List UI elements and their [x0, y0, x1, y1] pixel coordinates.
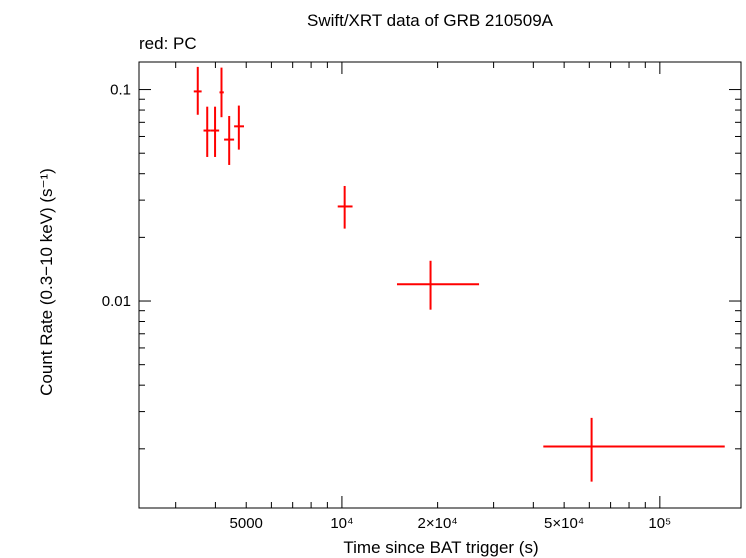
data-point — [543, 417, 725, 482]
y-tick-label: 0.1 — [110, 82, 131, 99]
data-point — [219, 67, 224, 118]
axes — [138, 61, 742, 509]
data-point — [337, 185, 353, 229]
x-axis-label: Time since BAT trigger (s) — [343, 538, 538, 557]
chart-title: Swift/XRT data of GRB 210509A — [307, 11, 554, 30]
data-point — [203, 106, 211, 157]
x-tick-label: 10⁵ — [648, 515, 671, 532]
x-tick-label: 10⁴ — [330, 515, 353, 532]
x-ticks: 5000 10⁴ 2×10⁴ 5×10⁴ 10⁵ — [175, 62, 671, 532]
x-tick-label: 5000 — [230, 515, 263, 532]
x-tick-label: 5×10⁴ — [544, 515, 584, 532]
chart-subtitle: red: PC — [139, 34, 197, 53]
data-point — [396, 260, 480, 310]
data-point — [234, 105, 244, 150]
y-axis-label: Count Rate (0.3−10 keV) (s⁻¹) — [37, 168, 56, 396]
data-point — [210, 106, 220, 157]
data-point — [193, 66, 202, 115]
data-layer — [193, 66, 725, 482]
y-ticks: 0.1 0.01 — [102, 82, 741, 450]
x-tick-label: 2×10⁴ — [418, 515, 458, 532]
data-point — [224, 115, 235, 165]
y-tick-label: 0.01 — [102, 293, 131, 310]
plot-frame — [138, 61, 742, 509]
